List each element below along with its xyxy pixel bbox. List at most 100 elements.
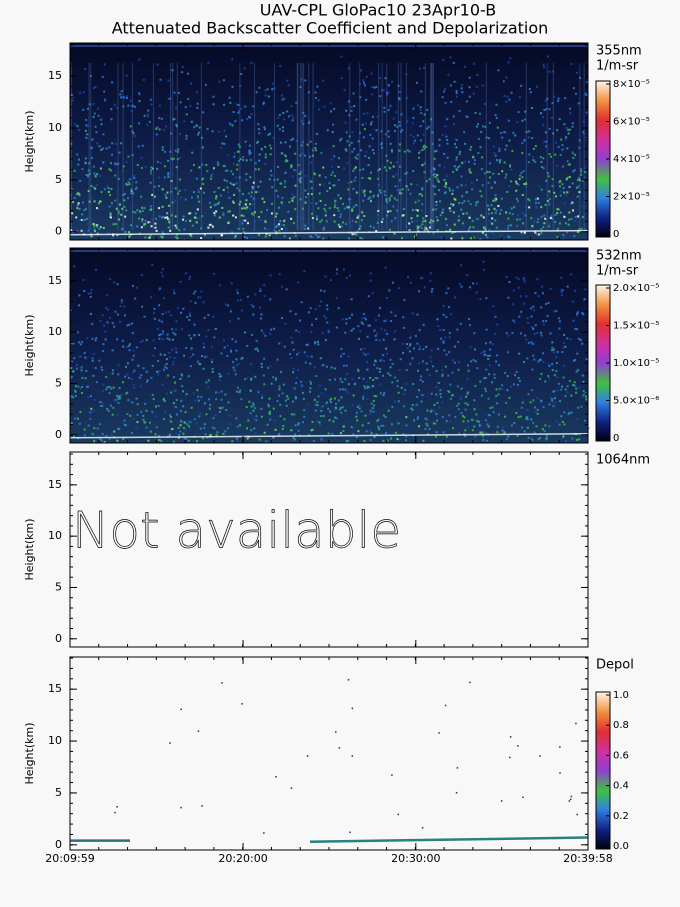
speckle (140, 156, 143, 159)
speckle (264, 162, 267, 165)
speckle (342, 202, 345, 205)
speckle (90, 156, 93, 159)
speckle (123, 305, 126, 308)
speckle (320, 409, 323, 412)
speckle (356, 419, 359, 422)
speckle (412, 347, 415, 350)
speckle (159, 78, 162, 81)
speckle (362, 395, 365, 398)
speckle (577, 337, 580, 340)
speckle (184, 198, 187, 201)
speckle (578, 139, 581, 142)
speckle (396, 189, 399, 192)
speckle (513, 374, 516, 377)
speckle (239, 107, 242, 110)
speckle (518, 96, 521, 99)
speckle (197, 399, 200, 402)
speckle (418, 362, 421, 365)
speckle (548, 127, 551, 130)
speckle (359, 83, 362, 86)
speckle (582, 120, 585, 123)
speckle (432, 232, 435, 235)
speckle (325, 365, 328, 368)
depol-dot (539, 755, 541, 757)
speckle (238, 159, 241, 162)
speckle (523, 139, 526, 142)
speckle (260, 415, 263, 418)
speckle (306, 355, 309, 358)
speckle (129, 343, 132, 346)
speckle (71, 212, 74, 215)
speckle (78, 422, 81, 425)
speckle (301, 119, 304, 122)
speckle (226, 344, 229, 347)
speckle (510, 180, 513, 183)
speckle (351, 404, 354, 407)
speckle (250, 303, 253, 306)
speckle (406, 343, 409, 346)
streak (386, 63, 388, 230)
speckle (98, 359, 101, 362)
speckle (301, 152, 304, 155)
speckle (292, 367, 295, 370)
speckle (79, 343, 82, 346)
speckle (227, 154, 230, 157)
speckle (288, 201, 291, 204)
speckle (276, 178, 279, 181)
speckle (132, 210, 135, 213)
speckle (360, 210, 363, 213)
speckle (360, 219, 363, 222)
speckle (386, 352, 389, 355)
speckle (522, 361, 525, 364)
speckle (88, 200, 91, 203)
speckle (320, 437, 323, 440)
speckle (555, 310, 558, 313)
speckle (93, 225, 96, 228)
speckle (173, 118, 176, 121)
speckle (79, 387, 82, 390)
speckle (337, 194, 340, 197)
speckle (536, 197, 539, 200)
speckle (475, 413, 478, 416)
speckle (435, 208, 438, 211)
speckle (175, 125, 178, 128)
speckle (154, 222, 157, 225)
speckle (460, 208, 463, 211)
speckle (358, 376, 361, 379)
speckle (366, 112, 369, 115)
speckle (75, 229, 78, 232)
speckle (123, 205, 126, 208)
speckle (240, 214, 243, 217)
speckle (255, 415, 258, 418)
speckle (322, 166, 325, 169)
speckle (370, 171, 373, 174)
speckle (150, 225, 153, 228)
speckle (270, 174, 273, 177)
speckle (123, 314, 126, 317)
speckle (551, 70, 554, 73)
speckle (198, 333, 201, 336)
speckle (497, 204, 500, 207)
speckle (173, 292, 176, 295)
speckle (470, 181, 473, 184)
speckle (475, 201, 478, 204)
speckle (108, 437, 111, 440)
speckle (380, 146, 383, 149)
speckle (195, 217, 198, 220)
speckle (537, 201, 540, 204)
speckle (551, 185, 554, 188)
speckle (249, 412, 252, 415)
speckle (170, 428, 173, 431)
speckle (488, 364, 491, 367)
speckle (484, 387, 487, 390)
speckle (202, 367, 205, 370)
speckle (185, 137, 188, 140)
speckle (419, 225, 422, 228)
speckle (562, 187, 565, 190)
speckle (294, 184, 297, 187)
speckle (257, 168, 260, 171)
speckle (420, 400, 423, 403)
speckle (382, 89, 385, 92)
speckle (304, 201, 307, 204)
speckle (392, 165, 395, 168)
